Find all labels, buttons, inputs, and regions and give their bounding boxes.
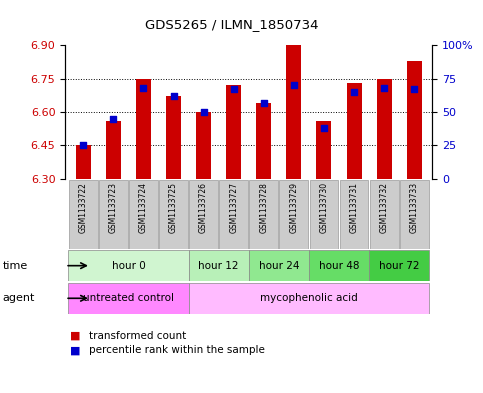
Text: GSM1133723: GSM1133723 — [109, 182, 118, 233]
Bar — [407, 61, 422, 179]
Bar — [106, 121, 121, 179]
Text: percentile rank within the sample: percentile rank within the sample — [89, 345, 265, 355]
Bar — [68, 283, 188, 314]
Point — [290, 82, 298, 88]
Text: hour 48: hour 48 — [319, 261, 359, 271]
Bar — [377, 79, 392, 179]
Text: GSM1133732: GSM1133732 — [380, 182, 389, 233]
Bar — [68, 250, 188, 281]
Point — [110, 116, 117, 122]
Point — [140, 85, 147, 91]
Point — [411, 86, 418, 92]
Bar — [166, 96, 181, 179]
Point — [380, 85, 388, 91]
Bar — [226, 85, 241, 179]
Text: ■: ■ — [70, 345, 81, 355]
Text: hour 12: hour 12 — [199, 261, 239, 271]
Point — [260, 99, 268, 106]
Bar — [188, 283, 429, 314]
Bar — [316, 121, 331, 179]
Text: hour 72: hour 72 — [379, 261, 419, 271]
Text: hour 24: hour 24 — [258, 261, 299, 271]
Bar — [286, 45, 301, 179]
Text: hour 0: hour 0 — [112, 261, 145, 271]
Text: GSM1133731: GSM1133731 — [350, 182, 358, 233]
Bar — [69, 180, 98, 249]
Bar — [309, 250, 369, 281]
Text: GSM1133728: GSM1133728 — [259, 182, 268, 233]
Point — [200, 109, 208, 115]
Bar — [369, 250, 429, 281]
Bar — [256, 103, 271, 179]
Bar — [99, 180, 128, 249]
Bar — [189, 180, 218, 249]
Bar — [196, 112, 211, 179]
Bar — [346, 83, 362, 179]
Point — [230, 86, 238, 92]
Text: time: time — [2, 261, 28, 271]
Text: mycophenolic acid: mycophenolic acid — [260, 293, 358, 303]
Text: ■: ■ — [70, 331, 81, 341]
Text: GSM1133729: GSM1133729 — [289, 182, 298, 233]
Bar — [310, 180, 339, 249]
Text: GSM1133727: GSM1133727 — [229, 182, 238, 233]
Text: GSM1133730: GSM1133730 — [319, 182, 328, 233]
Text: transformed count: transformed count — [89, 331, 186, 341]
Bar — [249, 250, 309, 281]
Bar — [129, 180, 158, 249]
Point — [170, 93, 177, 99]
Point — [79, 142, 87, 149]
Bar — [76, 145, 91, 179]
Bar — [249, 180, 278, 249]
Text: GDS5265 / ILMN_1850734: GDS5265 / ILMN_1850734 — [145, 18, 319, 31]
Bar — [340, 180, 369, 249]
Text: agent: agent — [2, 293, 35, 303]
Text: GSM1133724: GSM1133724 — [139, 182, 148, 233]
Bar — [369, 180, 398, 249]
Text: GSM1133733: GSM1133733 — [410, 182, 419, 233]
Point — [320, 125, 328, 131]
Bar — [159, 180, 188, 249]
Bar — [280, 180, 308, 249]
Bar — [400, 180, 429, 249]
Point — [350, 89, 358, 95]
Bar — [136, 79, 151, 179]
Text: GSM1133725: GSM1133725 — [169, 182, 178, 233]
Text: GSM1133722: GSM1133722 — [79, 182, 88, 233]
Bar — [188, 250, 249, 281]
Text: untreated control: untreated control — [83, 293, 174, 303]
Bar — [219, 180, 248, 249]
Text: GSM1133726: GSM1133726 — [199, 182, 208, 233]
